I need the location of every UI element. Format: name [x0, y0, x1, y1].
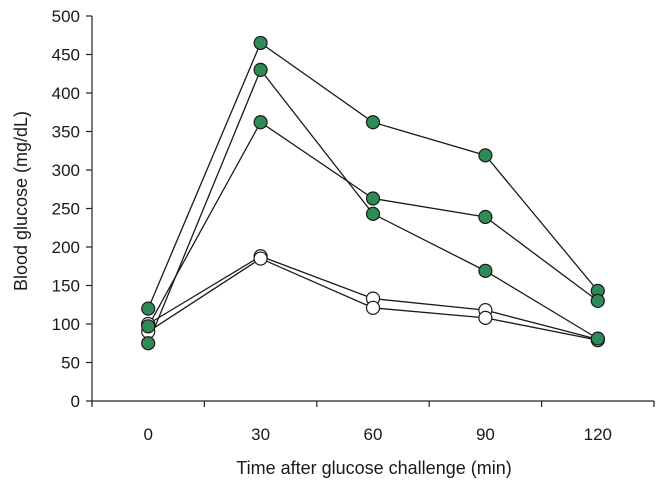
y-tick-label: 50 [61, 354, 80, 373]
filled-point [590, 331, 605, 346]
filled-point [590, 293, 605, 308]
y-tick-label: 200 [52, 238, 80, 257]
filled-point [141, 336, 156, 351]
x-tick-label: 0 [143, 425, 152, 444]
series-line-1 [147, 41, 599, 309]
x-tick-label: 120 [584, 425, 612, 444]
y-tick-label: 0 [71, 392, 80, 411]
y-tick-label: 500 [52, 7, 80, 26]
filled-point [365, 191, 381, 206]
x-tick-label: 60 [364, 425, 383, 444]
open-point [478, 310, 493, 325]
filled-point [141, 319, 156, 334]
series-points [141, 35, 605, 351]
filled-point [365, 206, 381, 221]
x-tick-label: 90 [476, 425, 495, 444]
filled-point [478, 148, 493, 163]
filled-point [365, 115, 381, 130]
y-tick-label: 400 [52, 84, 80, 103]
filled-point [478, 209, 493, 225]
y-axis-ticks: 0 50 100 150 200 250 300 350 400 450 500 [52, 7, 92, 411]
y-tick-label: 150 [52, 277, 80, 296]
filled-point [253, 115, 268, 130]
y-tick-label: 450 [52, 46, 80, 65]
filled-point [478, 263, 493, 278]
y-tick-label: 350 [52, 123, 80, 142]
open-point [253, 251, 268, 266]
y-tick-label: 250 [52, 200, 80, 219]
y-axis-label: Blood glucose (mg/dL) [11, 111, 31, 291]
open-point [365, 300, 381, 315]
filled-point [141, 301, 156, 316]
y-tick-label: 300 [52, 161, 80, 180]
y-tick-label: 100 [52, 315, 80, 334]
x-axis-label: Time after glucose challenge (min) [236, 458, 511, 478]
filled-point [253, 62, 268, 78]
x-axis-ticks: 0 30 60 90 120 [91, 401, 655, 444]
x-tick-label: 30 [251, 425, 270, 444]
filled-point [253, 35, 268, 51]
